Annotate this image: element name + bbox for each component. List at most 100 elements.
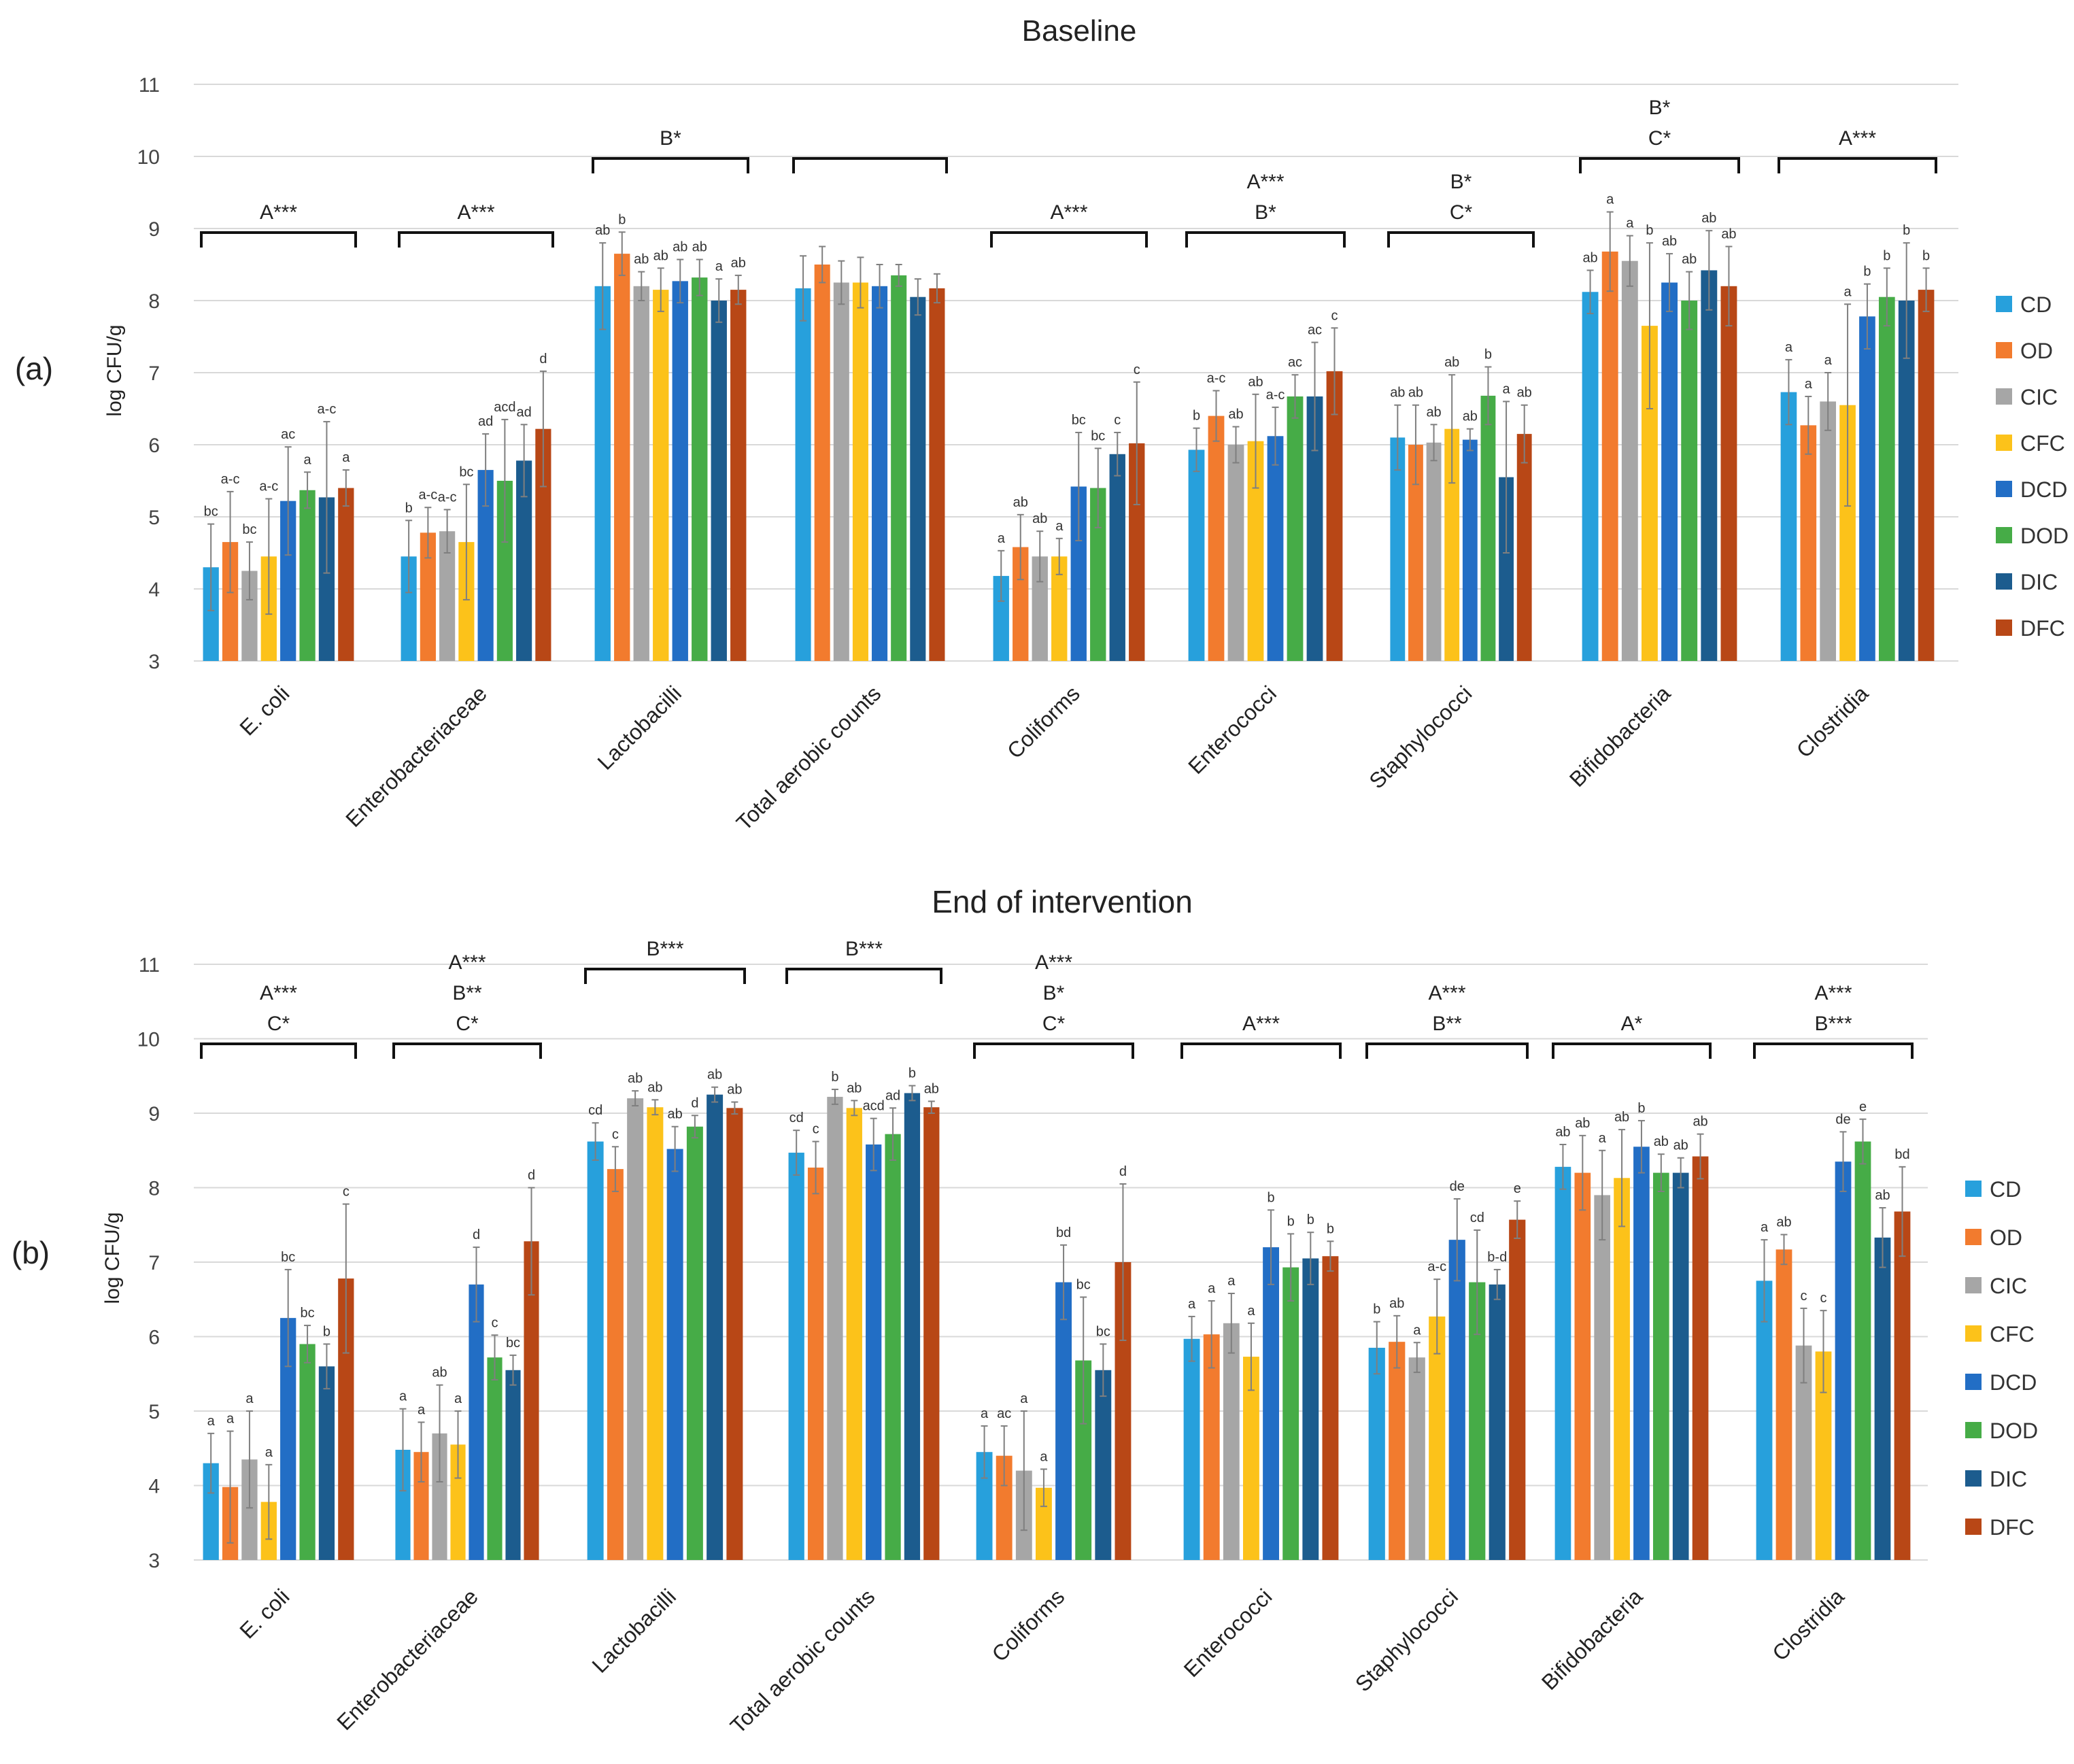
bar-dic [318,497,335,661]
panel-title: End of intervention [932,884,1193,919]
bar-cd [203,567,219,661]
significance-letter: a [1844,284,1852,299]
x-category-label: Total aerobic counts [732,681,886,835]
bar-dod [1878,296,1895,661]
bar-cic [1820,401,1837,661]
group-significance-label: B*** [646,938,683,960]
bar-dod [692,277,708,662]
legend-label: CFC [1990,1322,2035,1346]
x-category-label: Bifidobacteria [1537,1584,1648,1695]
bar-cd [1188,450,1205,661]
significance-letter: de [1835,1112,1850,1127]
significance-letter: b [1646,223,1653,238]
significance-letter: acd [494,400,515,415]
bar-cd [1183,1338,1200,1560]
significance-letter: d [473,1227,480,1242]
bar-dcd [1055,1282,1072,1560]
significance-letter: ab [1013,495,1028,510]
group-bracket [973,1042,1134,1059]
panel-title: Baseline [1022,14,1137,48]
bar-od [614,254,630,662]
x-category-label: Bifidobacteria [1565,681,1676,792]
significance-letter: bc [1076,1277,1091,1292]
significance-letter: ac [281,427,295,442]
group-bracket [1180,1042,1342,1059]
bar-dod [299,490,316,661]
bar-cd [1780,392,1797,661]
y-tick-label: 6 [148,435,160,457]
significance-letter: ab [1248,375,1263,390]
legend-label: DIC [1990,1467,2027,1491]
group-bracket [1753,1042,1914,1059]
significance-letter: d [1119,1164,1127,1179]
bar-dod [1075,1360,1092,1560]
bar-dic [505,1370,521,1560]
bar-cfc [852,282,868,661]
bar-cic [1227,445,1244,661]
x-category-label: Staphylococci [1350,1584,1463,1696]
y-tick-label: 4 [148,1476,160,1498]
legend-swatch-dic [1996,573,2012,590]
significance-letter: bc [301,1306,315,1321]
significance-letter: c [1820,1291,1827,1306]
bar-dfc [338,488,354,661]
significance-letter: ab [1776,1215,1791,1229]
group-significance-label: B* [1450,171,1472,193]
significance-letter: b [1287,1214,1295,1229]
bar-dfc [1509,1219,1526,1560]
group-significance-label: B* [1649,97,1671,119]
bar-dod [1282,1267,1299,1560]
legend-swatch-dod [1965,1422,1982,1438]
bar-od [222,542,239,661]
bar-dod [487,1357,503,1560]
group-significance-label: C* [456,1013,479,1035]
significance-letter: bc [1072,413,1086,428]
significance-letter: a [715,259,724,274]
significance-letter: ab [1673,1138,1688,1153]
bar-dfc [524,1241,539,1560]
bar-dod [1681,301,1698,661]
significance-letter: b [908,1066,916,1081]
x-category-label: Enterobacteriaceae [332,1584,483,1735]
bar-dfc [1692,1156,1709,1560]
significance-letter: ab [731,256,746,271]
legend-swatch-dod [1996,527,2012,543]
legend-swatch-cd [1996,296,2012,312]
significance-letter: c [343,1185,350,1200]
bar-dcd [1633,1147,1650,1560]
significance-letter: ab [727,1083,742,1098]
group-significance-label: A*** [448,951,486,974]
y-tick-label: 9 [148,1103,160,1125]
bar-cic [1032,556,1048,661]
bar-dod [686,1126,703,1560]
x-category-label: Clostridia [1792,681,1873,762]
legend-label: CD [2020,292,2052,317]
group-bracket [1579,157,1740,173]
bar-cd [594,286,611,661]
bar-od [1601,251,1618,661]
significance-letter: bc [506,1336,520,1351]
significance-letter: ab [1032,511,1047,526]
group-bracket [1185,231,1346,248]
bar-cic [827,1096,843,1560]
significance-letter: b [1903,223,1910,238]
legend-swatch-cic [1965,1277,1982,1293]
group-significance-label: A*** [260,982,297,1004]
group-bracket [1552,1042,1712,1059]
significance-letter: bd [1894,1147,1909,1162]
significance-letter: c [492,1315,498,1330]
group-significance-label: A* [1621,1013,1643,1035]
significance-letter: ac [1308,322,1322,337]
significance-letter: ab [668,1107,683,1122]
group-bracket [1387,231,1535,248]
bar-dod [1480,395,1496,661]
bar-dic [1306,396,1323,661]
significance-letter: b [618,212,626,227]
significance-letter: cd [588,1103,602,1118]
group-bracket [392,1042,542,1059]
group-significance-label: A*** [457,201,494,224]
significance-letter: b [1637,1101,1645,1116]
bar-cfc [1035,1487,1052,1560]
bar-cic [627,1098,644,1560]
bar-dcd [1835,1161,1852,1560]
